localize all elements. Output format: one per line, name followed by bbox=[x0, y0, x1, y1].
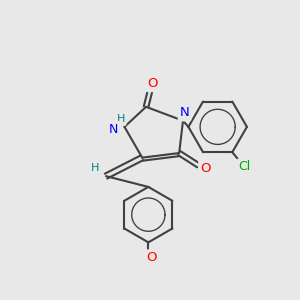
Text: O: O bbox=[200, 162, 211, 175]
Text: H: H bbox=[91, 164, 99, 173]
Text: O: O bbox=[146, 251, 157, 264]
Text: H: H bbox=[116, 114, 125, 124]
Text: Cl: Cl bbox=[238, 160, 251, 173]
Text: N: N bbox=[109, 123, 118, 136]
Text: O: O bbox=[148, 77, 158, 90]
Text: N: N bbox=[180, 106, 189, 119]
